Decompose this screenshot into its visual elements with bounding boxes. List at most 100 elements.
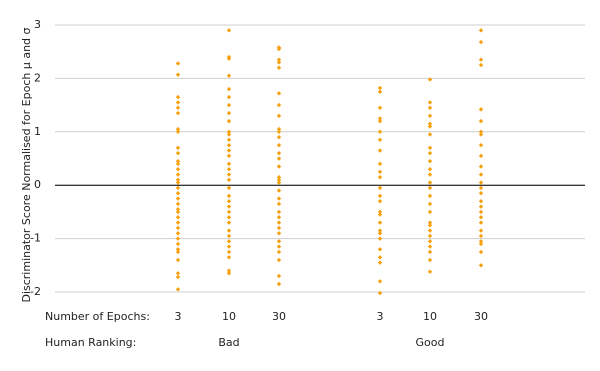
dot [478,209,484,215]
dot [226,161,232,167]
dot [377,89,383,94]
dot [377,169,383,175]
dot [226,118,232,124]
dot [427,100,433,105]
dot [175,150,181,156]
dot [276,209,282,215]
row-label: Number of Epochs: [45,310,150,323]
dot [226,249,232,255]
dot [226,193,232,199]
dot [276,46,282,52]
dot [175,145,181,151]
dot [175,172,181,177]
dot [478,191,484,196]
dot [478,118,484,124]
dot [175,177,181,183]
dot [175,105,181,110]
dot [175,207,181,212]
dot [377,228,383,233]
y-tick-label: 3 [34,18,41,31]
dot [427,228,433,233]
x-tick-label: 10 [222,310,236,323]
dot [226,268,232,273]
dot [276,91,282,96]
dot [377,290,383,296]
dot [226,185,232,191]
dot [478,57,484,62]
dot [377,209,383,215]
dot [175,129,181,134]
dot [427,201,433,207]
x-tick-label: 3 [175,310,182,323]
dot [226,220,232,225]
dot [276,180,282,185]
dot [276,174,282,180]
dot [175,247,181,252]
dot [226,148,232,153]
dot [478,142,484,148]
dot [478,215,484,220]
dot [175,196,181,201]
dot [276,164,282,169]
dot [226,132,232,137]
dot [478,153,484,159]
dot [175,158,181,164]
dot [478,249,484,255]
dot [427,132,433,137]
dot [175,225,181,231]
dot [427,166,433,172]
dot [276,257,282,263]
dot [175,257,181,263]
dot [175,161,181,167]
dot [427,113,433,118]
dot [175,236,181,241]
dot [427,223,433,228]
dot [427,185,433,191]
dot [478,129,484,134]
dot [377,231,383,236]
dot [377,255,383,260]
dot [427,233,433,239]
dot [226,73,232,78]
dot [226,255,232,260]
dot [427,172,433,177]
x-tick-label: 30 [474,310,488,323]
dot [377,118,383,124]
dot [276,113,282,118]
dot [377,148,383,153]
dot [427,220,433,225]
dot [478,185,484,191]
dot [427,239,433,244]
dot [276,129,282,134]
dot [478,62,484,68]
dot [175,249,181,255]
dot [226,56,232,61]
dot [226,215,232,220]
dot [175,126,181,132]
dot [276,201,282,207]
y-tick-label: -2 [30,285,41,298]
dot [427,145,433,151]
dot [226,166,232,172]
dot [377,85,383,91]
dot [377,174,383,180]
dot [175,94,181,100]
dot [377,129,383,134]
dot [226,244,232,249]
dot [175,215,181,220]
row-label: Human Ranking: [45,336,136,349]
dot [377,137,383,143]
dot [226,86,232,92]
dot [427,249,433,255]
dot [226,153,232,159]
dot [175,220,181,225]
dot [276,273,282,279]
dot [478,180,484,185]
dot [276,150,282,156]
dot [276,134,282,140]
dot [478,233,484,239]
dot [276,244,282,249]
dot [276,225,282,231]
dot [427,257,433,263]
